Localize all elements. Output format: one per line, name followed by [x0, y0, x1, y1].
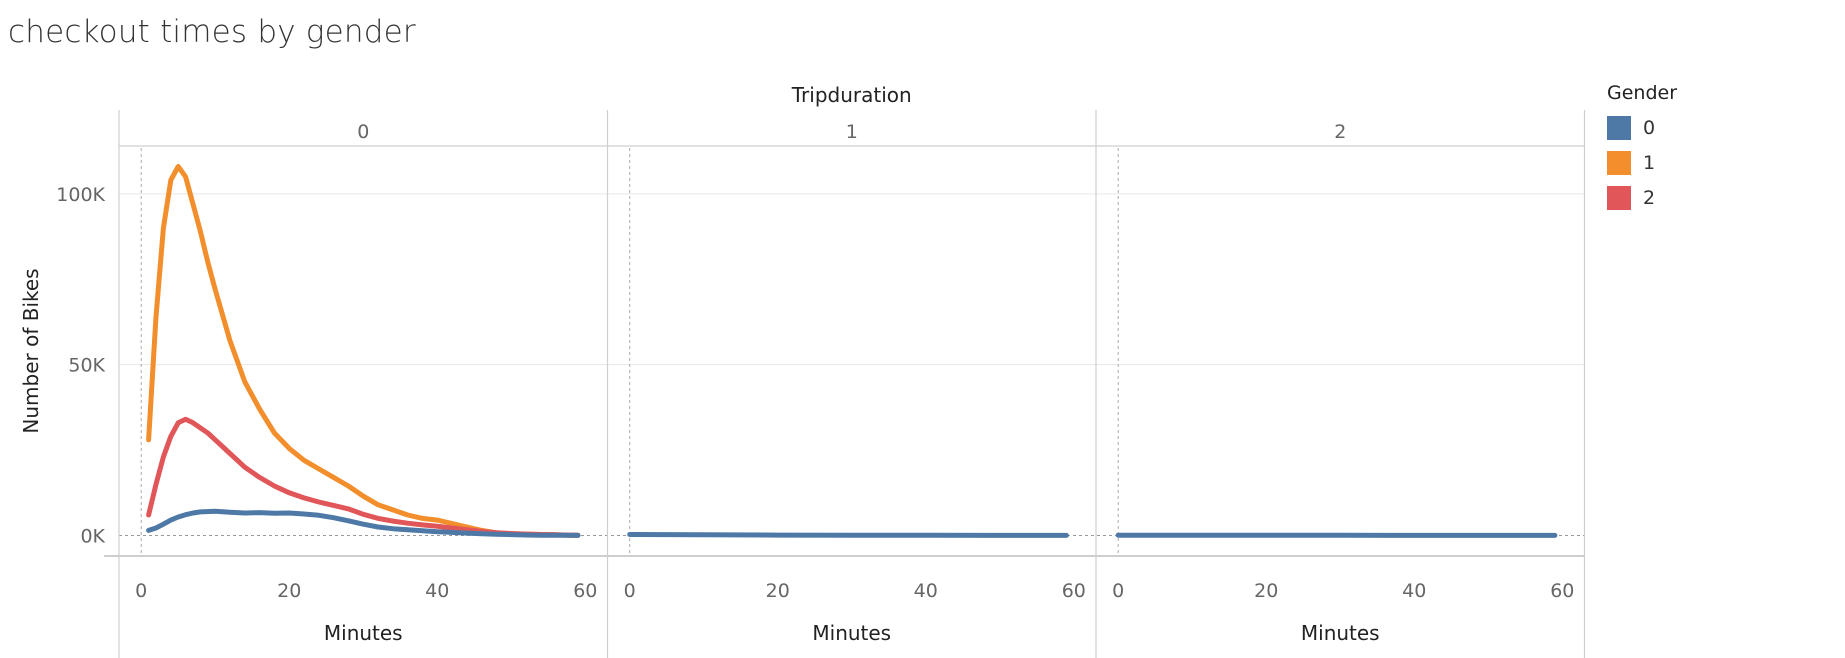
column-header: Tripduration [791, 83, 912, 107]
legend-swatch-1 [1607, 150, 1631, 175]
legend-item-2[interactable]: 2 [1607, 180, 1677, 215]
legend-label-1: 1 [1643, 151, 1656, 174]
x-tick-label-2-0: 0 [1112, 580, 1124, 602]
panel-header-0: 0 [357, 121, 369, 143]
x-tick-label-2-3: 60 [1550, 580, 1574, 602]
x-tick-label-0-0: 0 [135, 580, 147, 602]
legend-swatch-2 [1607, 185, 1631, 210]
series-line-p0-gender-2 [146, 416, 581, 538]
series-layer [146, 164, 1558, 538]
x-tick-label-2-2: 40 [1402, 580, 1426, 602]
legend-swatch-0 [1607, 115, 1631, 140]
y-tick-label-2: 100K [56, 184, 105, 206]
panel-header-2: 2 [1334, 121, 1346, 143]
x-tick-label-2-1: 20 [1254, 580, 1278, 602]
grid-layer [119, 148, 1585, 556]
y-tick-label-1: 50K [68, 355, 105, 377]
x-tick-label-0-3: 60 [573, 580, 597, 602]
legend-label-2: 2 [1643, 186, 1656, 209]
frame-layer [104, 110, 1586, 658]
x-tick-label-1-3: 60 [1062, 580, 1086, 602]
legend-label-0: 0 [1643, 116, 1656, 139]
legend-item-1[interactable]: 1 [1607, 145, 1677, 180]
y-tick-label-0: 0K [80, 526, 105, 548]
x-tick-label-1-1: 20 [766, 580, 790, 602]
series-line-p0-gender-1 [146, 164, 581, 538]
panel-header-1: 1 [846, 121, 858, 143]
legend-title: Gender [1607, 82, 1678, 104]
legend: Gender 0 1 2 [1607, 82, 1677, 215]
x-axis-title-2: Minutes [1301, 621, 1380, 645]
series-line-p1-gender-0 [627, 532, 1069, 538]
series-line-p0-gender-0 [146, 508, 581, 538]
x-axis-title-1: Minutes [812, 621, 891, 645]
x-tick-label-0-2: 40 [425, 580, 449, 602]
legend-item-0[interactable]: 0 [1607, 110, 1677, 145]
y-axis-title: Number of Bikes [19, 268, 43, 433]
x-tick-label-0-1: 20 [277, 580, 301, 602]
x-axis-title-0: Minutes [324, 621, 403, 645]
chart-title: checkout times by gender [8, 14, 416, 50]
x-tick-label-1-0: 0 [624, 580, 636, 602]
x-tick-label-1-2: 40 [914, 580, 938, 602]
